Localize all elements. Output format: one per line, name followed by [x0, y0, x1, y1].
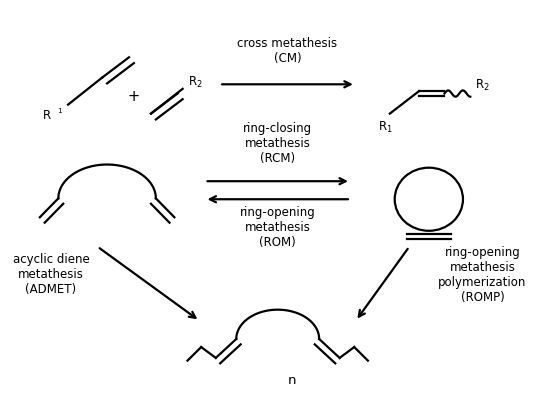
Text: acyclic diene
metathesis
(ADMET): acyclic diene metathesis (ADMET) — [13, 252, 90, 295]
Text: ring-opening
metathesis
polymerization
(ROMP): ring-opening metathesis polymerization (… — [438, 245, 527, 303]
Text: n: n — [288, 373, 296, 386]
Text: $_1$: $_1$ — [57, 105, 63, 115]
Text: ring-opening
metathesis
(ROM): ring-opening metathesis (ROM) — [240, 205, 316, 248]
Text: R$_2$: R$_2$ — [188, 74, 202, 90]
Text: R: R — [43, 109, 51, 121]
Text: R$_2$: R$_2$ — [475, 78, 490, 93]
Text: R$_1$: R$_1$ — [378, 120, 392, 135]
Text: +: + — [128, 89, 140, 104]
Text: ring-closing
metathesis
(RCM): ring-closing metathesis (RCM) — [243, 122, 312, 165]
Text: cross metathesis
(CM): cross metathesis (CM) — [238, 37, 338, 65]
